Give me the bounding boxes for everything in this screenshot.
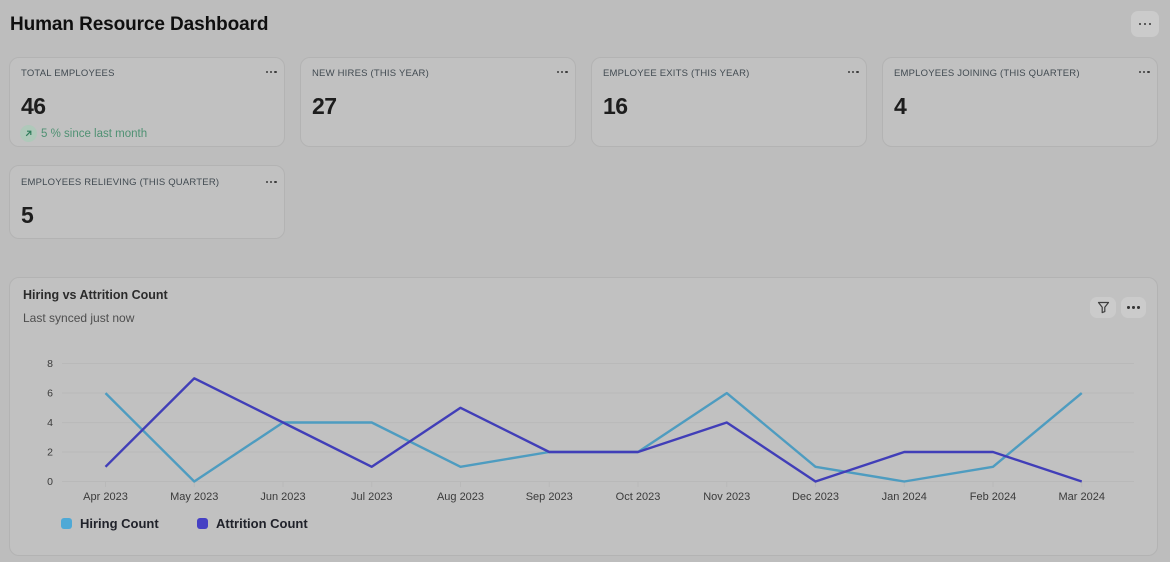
svg-text:Jun 2023: Jun 2023 (260, 491, 305, 503)
svg-text:Apr 2023: Apr 2023 (83, 491, 128, 503)
svg-text:4: 4 (47, 417, 53, 429)
svg-text:Mar 2024: Mar 2024 (1059, 491, 1105, 503)
svg-text:0: 0 (47, 476, 53, 488)
svg-text:Oct 2023: Oct 2023 (616, 491, 661, 503)
svg-text:Jan 2024: Jan 2024 (882, 491, 927, 503)
svg-text:Dec 2023: Dec 2023 (792, 491, 839, 503)
svg-text:Aug 2023: Aug 2023 (437, 491, 484, 503)
svg-text:Feb 2024: Feb 2024 (970, 491, 1016, 503)
svg-text:Nov 2023: Nov 2023 (703, 491, 750, 503)
svg-text:May 2023: May 2023 (170, 491, 218, 503)
svg-text:8: 8 (47, 358, 53, 370)
svg-text:Sep 2023: Sep 2023 (526, 491, 573, 503)
svg-text:2: 2 (47, 447, 53, 459)
svg-text:6: 6 (47, 388, 53, 400)
svg-text:Jul 2023: Jul 2023 (351, 491, 393, 503)
